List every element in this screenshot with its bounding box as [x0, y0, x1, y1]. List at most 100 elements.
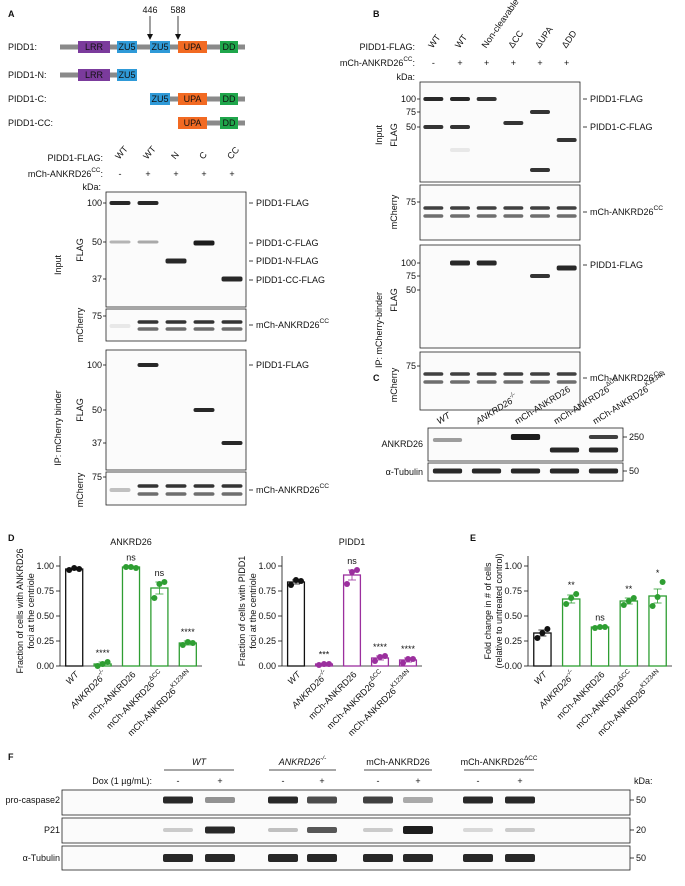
data-point — [649, 603, 656, 609]
text-part: K1234N — [169, 667, 191, 689]
blot-frame — [419, 351, 581, 411]
data-point — [128, 564, 134, 570]
y-tick-label: 0.75 — [504, 586, 522, 596]
text-part: -/- — [317, 667, 327, 677]
lane-sign: + — [415, 776, 420, 786]
group-label: mCh-ANKRD26 — [366, 757, 430, 767]
bar — [590, 626, 610, 667]
blot-band — [450, 214, 470, 218]
blot-band — [307, 827, 337, 833]
lane-label: ΔDD — [560, 28, 579, 50]
cleavage-site: 446 — [142, 5, 157, 15]
data-point — [99, 661, 106, 667]
blot-band — [205, 854, 235, 862]
blot-band — [476, 260, 497, 266]
y-tick-label: 0.25 — [258, 636, 276, 646]
marker-label: 75 — [406, 107, 416, 117]
data-point — [66, 567, 73, 573]
significance-label: ** — [625, 584, 633, 594]
marker-label: 75 — [406, 271, 416, 281]
blot-band — [423, 206, 444, 210]
data-point — [544, 626, 551, 632]
data-point — [573, 591, 580, 597]
data-point — [344, 581, 350, 587]
significance-label: **** — [373, 642, 388, 652]
antibody-label: mCherry — [75, 307, 85, 342]
blot-band — [476, 214, 497, 218]
blot-band — [588, 468, 619, 474]
marker-label: 50 — [92, 405, 102, 415]
blot-band — [221, 484, 243, 488]
data-point — [372, 658, 378, 664]
blot-frame — [419, 184, 581, 241]
data-point — [104, 659, 111, 665]
data-point — [410, 656, 416, 662]
text-part: : — [100, 169, 103, 179]
text-part: ΔCC — [524, 755, 538, 762]
domain — [178, 93, 207, 105]
blot-band — [450, 372, 470, 376]
blot-band — [307, 796, 337, 804]
panel-label: A — [8, 9, 15, 19]
lane-label: WT — [113, 144, 130, 162]
blot-band — [137, 484, 159, 488]
y-tick-label: 0.50 — [36, 611, 54, 621]
data-point — [405, 656, 411, 662]
significance-label: * — [656, 568, 660, 578]
data-point — [654, 594, 661, 600]
domain — [150, 41, 170, 53]
blot-band — [556, 265, 577, 271]
y-axis-label: Fraction of cells with PIDD1 — [237, 556, 247, 667]
domain-label: DD — [223, 42, 236, 52]
blot-band — [268, 796, 298, 804]
blot-band — [109, 240, 131, 244]
section-label: Input — [53, 254, 63, 275]
lane-label: C — [197, 149, 209, 161]
antibody-label: FLAG — [389, 288, 399, 312]
band-label: PIDD1-FLAG — [256, 198, 309, 208]
marker-label: 20 — [636, 825, 646, 835]
text-part: mCh-ANKRD26 — [590, 207, 654, 217]
data-point — [382, 653, 388, 659]
row-label: PIDD1-FLAG: — [359, 42, 415, 52]
blot-band — [450, 206, 470, 210]
blot-frame — [105, 349, 247, 471]
domain — [220, 117, 238, 129]
blot-frame — [419, 244, 581, 349]
y-tick-label: 1.00 — [258, 561, 276, 571]
blot-band — [221, 441, 243, 445]
blot-band — [403, 797, 433, 803]
blot-band — [549, 468, 580, 474]
blot-band — [109, 324, 131, 328]
domain-label: UPA — [184, 94, 202, 104]
marker-label: 75 — [406, 197, 416, 207]
blot-band — [163, 854, 193, 862]
blot-band — [530, 168, 550, 172]
marker-label: 50 — [406, 285, 416, 295]
bar — [561, 598, 581, 667]
blot-band — [221, 492, 243, 496]
blot-band — [476, 372, 497, 376]
marker-label: 50 — [406, 122, 416, 132]
lane-label: ΔUPA — [533, 25, 555, 50]
text-part: mCh-ANKRD26 — [590, 373, 654, 383]
domain — [117, 69, 137, 81]
lane-label: WT — [435, 410, 453, 427]
data-point — [288, 582, 294, 588]
marker-label: 37 — [92, 438, 102, 448]
domain-label: DD — [223, 94, 236, 104]
blot-band — [193, 408, 215, 412]
blot-band — [403, 826, 433, 834]
lane-label: ΔCC — [506, 28, 525, 50]
text-part: mCh-ANKRD26 — [340, 58, 404, 68]
blot-band — [588, 435, 619, 439]
blot-band — [556, 138, 577, 142]
lane-label: WT — [453, 32, 470, 50]
x-tick-label: WT — [64, 668, 82, 686]
arrow-head — [175, 34, 181, 40]
text-part: CC — [320, 483, 330, 490]
blot-band — [476, 97, 497, 101]
blot-band — [549, 447, 580, 453]
data-point — [563, 601, 570, 607]
arrow-head — [147, 34, 153, 40]
